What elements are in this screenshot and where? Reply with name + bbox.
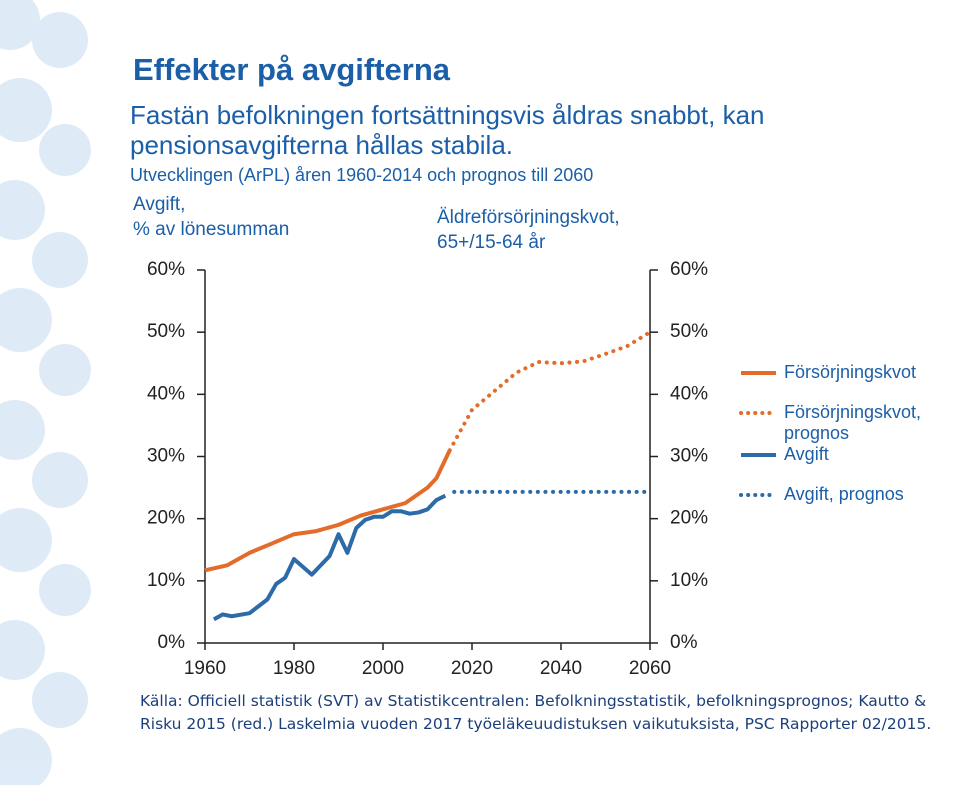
chart-title: Utvecklingen (ArPL) åren 1960-2014 och p… bbox=[130, 165, 593, 185]
legend-label: Försörjningskvot bbox=[784, 362, 917, 382]
legend-item: Avgift bbox=[738, 444, 960, 466]
y-tick-label: 50% bbox=[147, 321, 185, 342]
legend-label: Avgift bbox=[784, 444, 829, 464]
y-tick-label: 10% bbox=[147, 570, 185, 591]
legend-label: Avgift, prognos bbox=[784, 484, 904, 504]
series-line bbox=[212, 493, 447, 622]
y-tick-label: 40% bbox=[147, 383, 185, 404]
y2-tick-label: 60% bbox=[670, 259, 708, 280]
x-tick-label: 2000 bbox=[362, 658, 404, 679]
x-tick-label: 2040 bbox=[540, 658, 582, 679]
legend-swatch bbox=[739, 493, 778, 497]
y-tick-label: 0% bbox=[158, 632, 186, 653]
y-tick-label: 60% bbox=[147, 259, 185, 280]
legend-item: Försörjningskvot bbox=[738, 362, 960, 384]
x-tick-label: 2060 bbox=[629, 658, 671, 679]
source: Källa: Officiell statistik (SVT) av Stat… bbox=[140, 692, 932, 733]
title: Effekter på avgifterna bbox=[133, 52, 450, 87]
y2-tick-label: 10% bbox=[670, 570, 708, 591]
legend-label: Försörjningskvot, prognos bbox=[784, 402, 922, 443]
legend-swatch bbox=[741, 371, 776, 375]
y2-label: Äldreförsörjningskvot, bbox=[437, 207, 620, 228]
legend-item: Försörjningskvot, prognos bbox=[738, 402, 960, 444]
decoration bbox=[0, 0, 91, 785]
x-tick-label: 2020 bbox=[451, 658, 493, 679]
y2-tick-label: 20% bbox=[670, 508, 708, 529]
y2-tick-label: 40% bbox=[670, 383, 708, 404]
legend-swatch bbox=[741, 453, 776, 457]
y2-tick-label: 30% bbox=[670, 446, 708, 467]
y2-tick-label: 50% bbox=[670, 321, 708, 342]
series-line bbox=[204, 449, 452, 573]
legend-item: Avgift, prognos bbox=[738, 484, 960, 506]
y-label: % av lönesumman bbox=[133, 219, 289, 240]
y-tick-label: 30% bbox=[147, 446, 185, 467]
legend: Försörjningskvot Försörjningskvot, progno… bbox=[738, 362, 960, 510]
y-label: Avgift, bbox=[133, 194, 185, 215]
legend-swatch bbox=[739, 411, 778, 415]
series-line bbox=[447, 330, 652, 453]
subtitle: Fastän befolkningen fortsättningsvis åld… bbox=[130, 100, 765, 160]
y2-label: 65+/15-64 år bbox=[437, 232, 546, 253]
y2-tick-label: 0% bbox=[670, 632, 698, 653]
y-tick-label: 20% bbox=[147, 508, 185, 529]
x-tick-label: 1980 bbox=[273, 658, 315, 679]
x-tick-label: 1960 bbox=[184, 658, 226, 679]
